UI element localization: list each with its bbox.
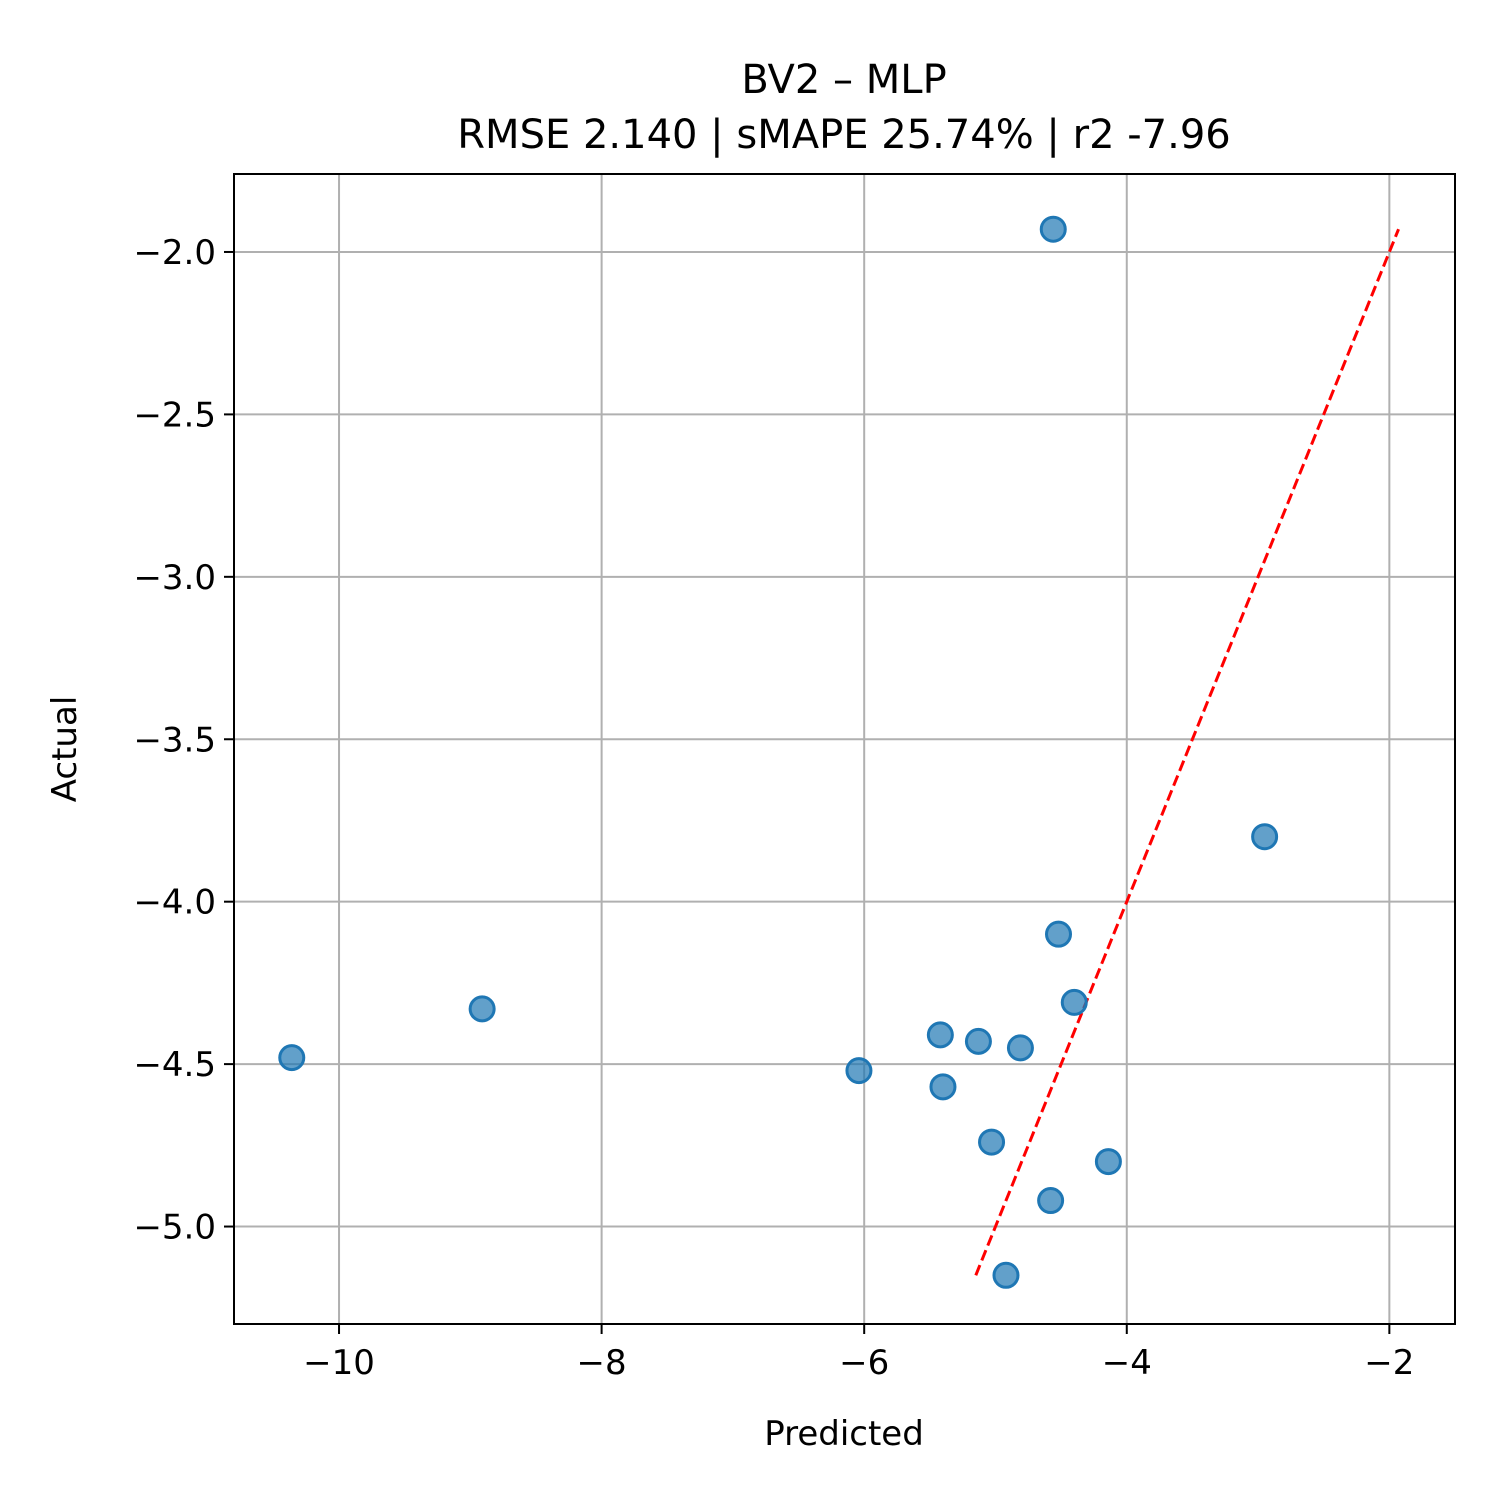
chart-subtitle: RMSE 2.140 | sMAPE 25.74% | r2 -7.96 [457,112,1230,158]
x-axis-label: Predicted [764,1414,924,1454]
identity-reference-line [974,228,1400,1276]
y-tick-label: −3.0 [133,558,216,598]
x-tick-label: −2 [1364,1343,1414,1383]
points-group [278,215,1279,1289]
x-axis-ticks: −10 −8 −6 −4 −2 [303,1324,1414,1383]
scatter-point [929,1073,957,1101]
scatter-point [964,1027,992,1055]
x-tick-label: −10 [303,1343,375,1383]
scatter-point [1037,1187,1065,1215]
x-tick-label: −6 [839,1343,889,1383]
scatter-point [1094,1148,1122,1176]
scatter-point [978,1128,1006,1156]
scatter-point [1006,1034,1034,1062]
plot-frame [233,173,1456,1325]
scatter-point [278,1044,306,1072]
y-axis-label: Actual [45,696,85,803]
y-tick-label: −5.0 [133,1208,216,1248]
reference-line-group [974,228,1400,1276]
scatter-point [845,1057,873,1085]
y-tick-label: −4.5 [133,1045,216,1085]
x-tick-label: −4 [1102,1343,1152,1383]
scatter-point [1045,920,1073,948]
scatter-point [1039,215,1067,243]
chart-title: BV2 – MLP [741,57,946,103]
scatter-point [468,995,496,1023]
y-tick-label: −3.5 [133,720,216,760]
y-tick-label: −4.0 [133,883,216,923]
y-tick-label: −2.5 [133,395,216,435]
x-tick-label: −8 [577,1343,627,1383]
scatter-point [926,1021,954,1049]
scatter-point [992,1261,1020,1289]
y-axis-ticks: −2.0 −2.5 −3.0 −3.5 −4.0 −4.5 −5.0 [133,233,234,1248]
scatter-point [1060,988,1088,1016]
y-tick-label: −2.0 [133,233,216,273]
scatter-point [1251,823,1279,851]
grid [234,174,1455,1324]
